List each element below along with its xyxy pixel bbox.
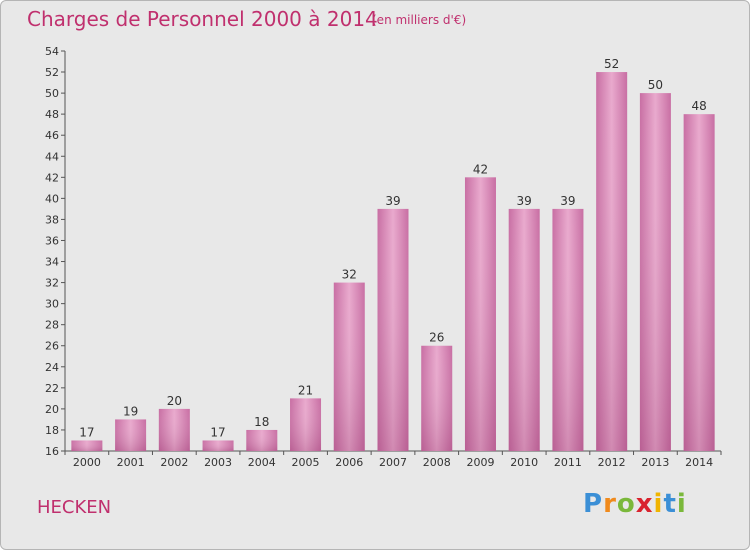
commune-name: HECKEN: [37, 497, 112, 518]
x-tick-label-2013: 2013: [641, 456, 669, 469]
y-tick-label: 40: [45, 192, 59, 205]
value-label-2001: 19: [123, 404, 138, 418]
y-tick-label: 34: [45, 256, 59, 269]
bar-shade-2003: [202, 440, 234, 451]
y-tick-label: 38: [45, 213, 59, 226]
y-tick-label: 52: [45, 66, 59, 79]
y-tick-label: 44: [45, 150, 59, 163]
bar-shade-2007: [377, 208, 409, 451]
x-tick-label-2003: 2003: [204, 456, 232, 469]
bar-shade-2009: [464, 177, 496, 451]
x-tick-label-2014: 2014: [685, 456, 713, 469]
bar-shade-2006: [333, 282, 365, 451]
x-tick-label-2012: 2012: [598, 456, 626, 469]
logo-letter: r: [603, 489, 617, 519]
value-label-2005: 21: [298, 383, 313, 397]
bar-shade-2002: [158, 408, 190, 451]
value-label-2012: 52: [604, 57, 619, 71]
value-label-2008: 26: [429, 331, 444, 345]
y-tick-label: 28: [45, 319, 59, 332]
value-label-2014: 48: [691, 99, 706, 113]
logo-letter: o: [616, 489, 636, 519]
chart-title: Charges de Personnel 2000 à 2014: [27, 7, 378, 31]
bar-shade-2000: [71, 440, 103, 451]
x-tick-label-2008: 2008: [423, 456, 451, 469]
y-tick-label: 46: [45, 129, 59, 142]
bar-shade-2013: [639, 93, 671, 452]
bar-shade-2004: [246, 429, 278, 451]
y-tick-label: 22: [45, 382, 59, 395]
y-tick-label: 48: [45, 108, 59, 121]
value-label-2009: 42: [473, 162, 488, 176]
value-label-2011: 39: [560, 194, 575, 208]
y-tick-label: 36: [45, 234, 59, 247]
value-label-2006: 32: [342, 268, 357, 282]
y-tick-label: 30: [45, 298, 59, 311]
value-label-2002: 20: [167, 394, 182, 408]
value-label-2013: 50: [648, 78, 663, 92]
bar-shade-2001: [115, 419, 147, 451]
bars: 17 19 20 17 18 21 32 39 26 42 39 39 52 50 48: [71, 57, 715, 452]
x-tick-label-2002: 2002: [160, 456, 188, 469]
proxiti-logo: Proxiti: [583, 489, 687, 519]
chart-subtitle: (en milliers d'€): [372, 13, 467, 27]
y-tick-label: 20: [45, 403, 59, 416]
y-tick-label: 16: [45, 445, 59, 458]
x-tick-label-2006: 2006: [335, 456, 363, 469]
value-label-2004: 18: [254, 415, 269, 429]
bar-shade-2011: [552, 208, 584, 451]
y-tick-label: 54: [45, 45, 59, 58]
x-tick-label-2007: 2007: [379, 456, 407, 469]
value-label-2010: 39: [517, 194, 532, 208]
logo-letter: P: [583, 489, 604, 519]
logo-letter: t: [663, 489, 677, 519]
x-tick-label-2011: 2011: [554, 456, 582, 469]
x-tick-label-2001: 2001: [117, 456, 145, 469]
x-tick-label-2000: 2000: [73, 456, 101, 469]
bar-shade-2010: [508, 208, 540, 451]
value-label-2003: 17: [210, 425, 225, 439]
x-tick-label-2005: 2005: [292, 456, 320, 469]
y-tick-label: 50: [45, 87, 59, 100]
logo-letter: i: [653, 489, 664, 519]
bar-shade-2014: [683, 114, 715, 451]
value-label-2007: 39: [385, 194, 400, 208]
logo-letter: x: [635, 489, 654, 519]
bar-shade-2008: [421, 345, 453, 451]
y-tick-label: 24: [45, 361, 59, 374]
logo-letter: i: [676, 489, 687, 519]
bar-shade-2012: [596, 72, 628, 451]
y-tick-label: 32: [45, 277, 59, 290]
bar-shade-2005: [290, 398, 322, 451]
y-tick-label: 42: [45, 171, 59, 184]
axes: 16 18 20 22 24 26 28 30 32 34 36 38 40 42 44 46 48 50 52 54…: [45, 45, 722, 469]
x-tick-label-2004: 2004: [248, 456, 276, 469]
value-label-2000: 17: [79, 425, 94, 439]
y-tick-label: 18: [45, 424, 59, 437]
x-tick-label-2009: 2009: [466, 456, 494, 469]
y-tick-label: 26: [45, 340, 59, 353]
x-tick-label-2010: 2010: [510, 456, 538, 469]
